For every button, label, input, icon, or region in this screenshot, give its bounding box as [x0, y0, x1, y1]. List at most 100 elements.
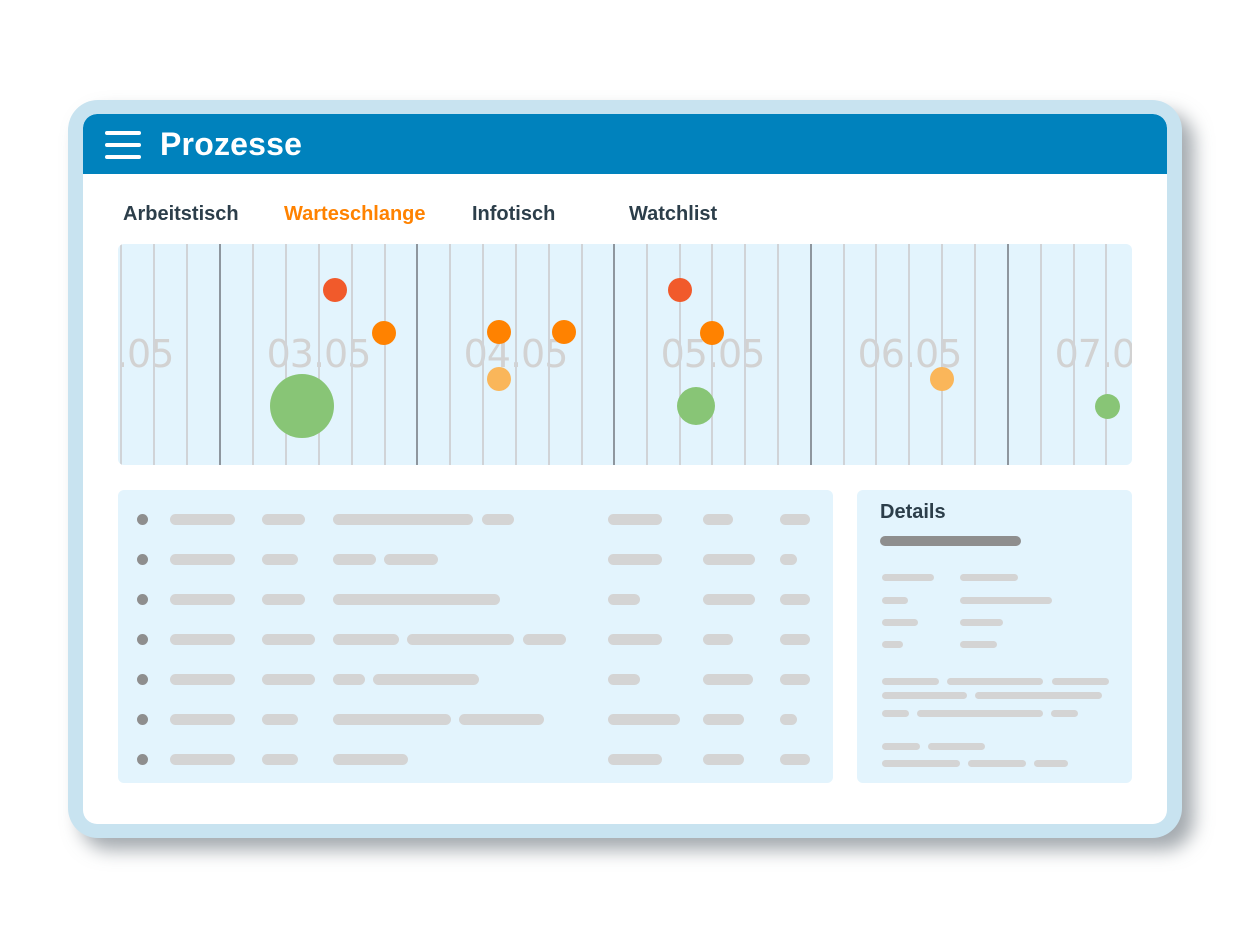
- row-bullet-icon: [137, 674, 148, 685]
- detail-key-placeholder: [882, 597, 908, 604]
- text-placeholder: [170, 594, 235, 605]
- text-placeholder: [407, 634, 514, 645]
- detail-value-placeholder: [960, 619, 1003, 626]
- row-bullet-icon: [137, 634, 148, 645]
- list-row[interactable]: [118, 752, 833, 766]
- gridline: [351, 244, 353, 465]
- event-dot-light-orange[interactable]: [930, 367, 954, 391]
- detail-key-placeholder: [882, 641, 903, 648]
- gridline: [1040, 244, 1042, 465]
- text-placeholder: [170, 634, 235, 645]
- text-placeholder: [703, 514, 733, 525]
- detail-text-placeholder: [1051, 710, 1078, 717]
- event-dot-light-orange[interactable]: [487, 367, 511, 391]
- day-divider: [416, 244, 418, 465]
- event-dot-green[interactable]: [270, 374, 334, 438]
- timeline-chart[interactable]: 02.05 03.05 04.05 05.05 06.05 07.05: [118, 244, 1132, 465]
- text-placeholder: [608, 514, 662, 525]
- text-placeholder: [333, 514, 473, 525]
- gridline: [679, 244, 681, 465]
- detail-value-placeholder: [960, 597, 1052, 604]
- details-title: Details: [880, 501, 946, 523]
- row-bullet-icon: [137, 714, 148, 725]
- text-placeholder: [523, 634, 566, 645]
- event-dot-red[interactable]: [668, 278, 692, 302]
- text-placeholder: [703, 714, 744, 725]
- process-list: [118, 490, 833, 783]
- gridline: [548, 244, 550, 465]
- text-placeholder: [333, 594, 500, 605]
- text-placeholder: [333, 674, 365, 685]
- gridline: [646, 244, 648, 465]
- list-row[interactable]: [118, 632, 833, 646]
- text-placeholder: [703, 754, 744, 765]
- text-placeholder: [608, 674, 640, 685]
- text-placeholder: [780, 714, 797, 725]
- detail-text-placeholder: [968, 760, 1026, 767]
- list-row[interactable]: [118, 592, 833, 606]
- day-divider: [219, 244, 221, 465]
- text-placeholder: [170, 674, 235, 685]
- day-divider: [810, 244, 812, 465]
- detail-text-placeholder: [882, 743, 920, 750]
- detail-key-placeholder: [882, 574, 934, 581]
- tab-watchlist[interactable]: Watchlist: [629, 203, 718, 225]
- list-row[interactable]: [118, 512, 833, 526]
- text-placeholder: [333, 634, 399, 645]
- gridline: [581, 244, 583, 465]
- text-placeholder: [703, 674, 753, 685]
- list-row[interactable]: [118, 672, 833, 686]
- event-dot-orange[interactable]: [700, 321, 724, 345]
- gridline: [285, 244, 287, 465]
- gridline: [120, 244, 122, 465]
- text-placeholder: [333, 554, 376, 565]
- text-placeholder: [262, 514, 305, 525]
- tab-warteschlange[interactable]: Warteschlange: [284, 203, 426, 225]
- day-divider: [613, 244, 615, 465]
- tab-arbeitstisch[interactable]: Arbeitstisch: [123, 203, 239, 225]
- text-placeholder: [333, 714, 451, 725]
- text-placeholder: [780, 514, 810, 525]
- text-placeholder: [170, 554, 235, 565]
- text-placeholder: [780, 674, 810, 685]
- day-divider: [1007, 244, 1009, 465]
- detail-value-placeholder: [960, 574, 1018, 581]
- row-bullet-icon: [137, 754, 148, 765]
- event-dot-orange[interactable]: [552, 320, 576, 344]
- app-header: Prozesse: [83, 114, 1167, 174]
- text-placeholder: [608, 554, 662, 565]
- hamburger-menu-icon[interactable]: [105, 130, 141, 159]
- text-placeholder: [780, 634, 810, 645]
- text-placeholder: [703, 594, 755, 605]
- event-dot-green[interactable]: [1095, 394, 1120, 419]
- menu-line: [105, 131, 141, 135]
- app-window: Prozesse Arbeitstisch Warteschlange Info…: [83, 114, 1167, 824]
- tab-infotisch[interactable]: Infotisch: [472, 203, 556, 225]
- detail-text-placeholder: [882, 710, 909, 717]
- detail-text-placeholder: [1034, 760, 1068, 767]
- gridline: [777, 244, 779, 465]
- gridline: [153, 244, 155, 465]
- event-dot-green[interactable]: [677, 387, 715, 425]
- text-placeholder: [608, 754, 662, 765]
- detail-text-placeholder: [882, 760, 960, 767]
- text-placeholder: [373, 674, 479, 685]
- gridline: [1105, 244, 1107, 465]
- detail-text-placeholder: [882, 692, 967, 699]
- text-placeholder: [262, 754, 298, 765]
- gridline: [384, 244, 386, 465]
- gridline: [941, 244, 943, 465]
- list-row[interactable]: [118, 712, 833, 726]
- menu-line: [105, 155, 141, 159]
- detail-text-placeholder: [1052, 678, 1109, 685]
- page-title: Prozesse: [160, 126, 303, 162]
- day-label: 07.05: [1054, 332, 1132, 376]
- row-bullet-icon: [137, 594, 148, 605]
- event-dot-orange[interactable]: [487, 320, 511, 344]
- detail-text-placeholder: [928, 743, 985, 750]
- event-dot-orange[interactable]: [372, 321, 396, 345]
- gridline: [974, 244, 976, 465]
- detail-text-placeholder: [917, 710, 1043, 717]
- list-row[interactable]: [118, 552, 833, 566]
- event-dot-red[interactable]: [323, 278, 347, 302]
